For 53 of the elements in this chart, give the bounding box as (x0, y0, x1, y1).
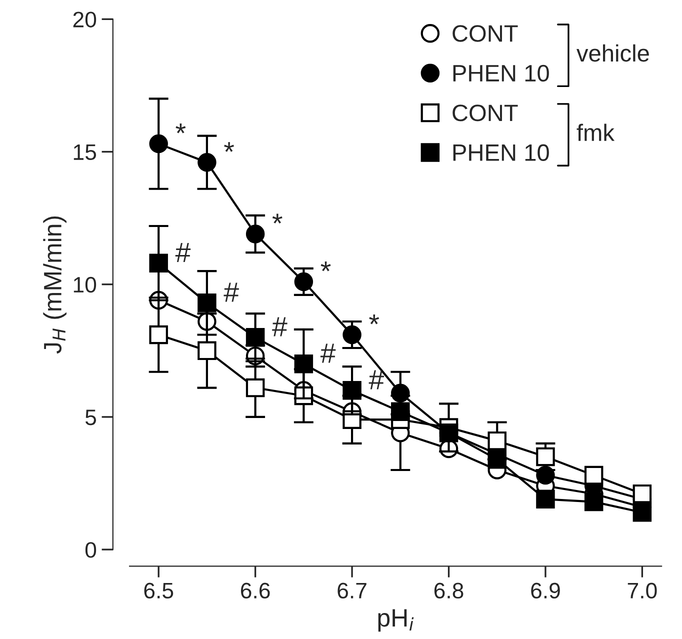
point (536, 490, 555, 509)
annotation: # (368, 370, 384, 390)
point (632, 503, 652, 522)
point (584, 466, 604, 485)
annotation: * (176, 124, 186, 134)
point (342, 325, 362, 344)
point (149, 254, 168, 273)
legend-label: PHEN 10 (453, 64, 549, 82)
point (198, 341, 216, 360)
y-axis-title: J$_{H}$ (mM/min) (43, 216, 66, 354)
y-tick-label: 20 (73, 12, 96, 28)
x-tick-label: 6.6 (241, 582, 270, 598)
y-tick-label: 5 (85, 410, 96, 426)
x-tick-label: 6.7 (338, 582, 366, 598)
annotation: * (224, 142, 234, 152)
point (342, 381, 362, 400)
y-tick-label: 0 (85, 542, 96, 558)
annotation: * (320, 261, 331, 272)
annotation: # (272, 317, 288, 336)
x-axis-title: pH$_{i}$ (378, 609, 414, 632)
point (198, 294, 216, 312)
annotation: fmk (576, 124, 615, 141)
annotation: * (272, 214, 282, 224)
x-tick-label: 6.8 (434, 582, 464, 598)
annotation: # (224, 282, 239, 302)
point (391, 402, 410, 422)
point (149, 134, 168, 154)
point (246, 378, 265, 398)
point (632, 484, 652, 504)
point (149, 325, 168, 344)
point (488, 431, 506, 450)
legend-label: CONT (452, 25, 518, 42)
point (198, 152, 216, 172)
annotation: # (175, 242, 191, 262)
point (294, 272, 314, 292)
point (536, 447, 555, 466)
x-tick-label: 6.5 (144, 582, 174, 598)
y-tick-label: 15 (74, 144, 96, 160)
annotation: * (369, 314, 380, 324)
point (584, 492, 604, 512)
point (246, 328, 265, 347)
legend-label: PHEN 10 (453, 144, 549, 162)
point (488, 450, 506, 469)
point (439, 423, 458, 442)
legend-label: CONT (452, 104, 518, 122)
point (246, 224, 265, 244)
annotation: # (320, 344, 336, 363)
point (294, 354, 314, 374)
x-tick-label: 7.0 (628, 582, 657, 598)
x-tick-label: 6.9 (531, 582, 560, 598)
annotation: vehicle (576, 44, 649, 62)
y-tick-label: 10 (74, 276, 96, 293)
point (391, 384, 410, 402)
